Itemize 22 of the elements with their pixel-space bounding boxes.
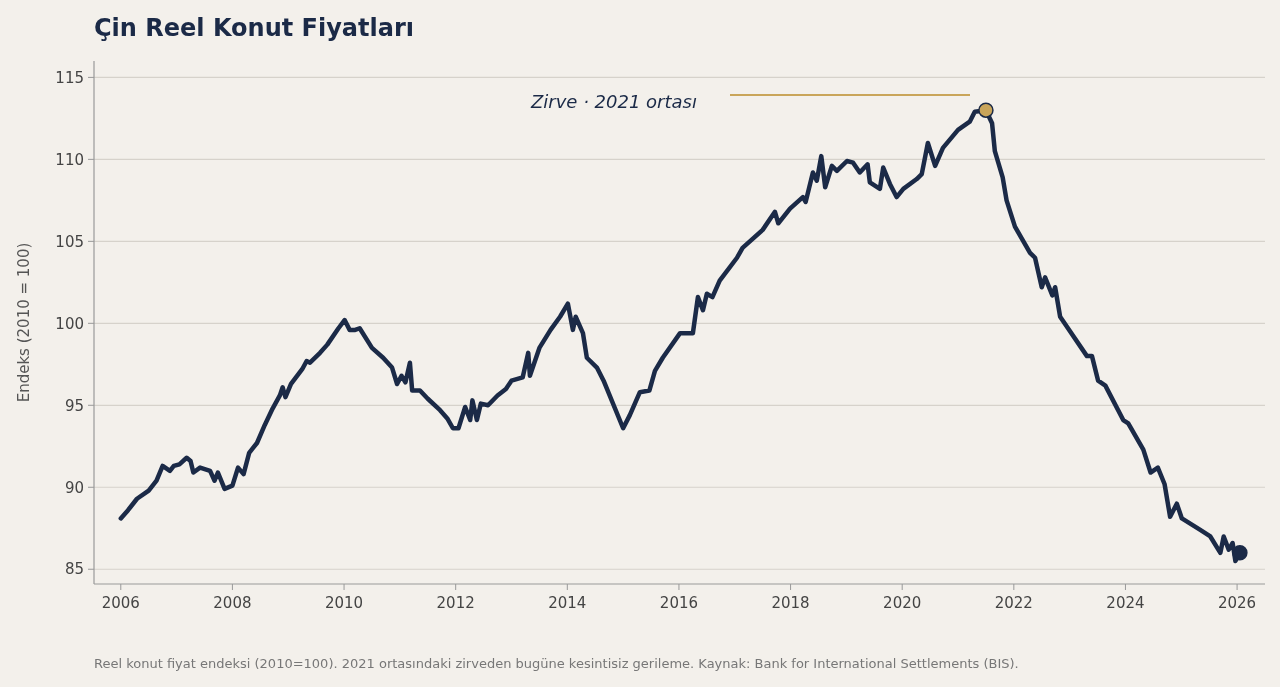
x-tick-label: 2010 bbox=[324, 594, 364, 612]
x-tick-label: 2016 bbox=[659, 594, 699, 612]
x-tick-label: 2012 bbox=[436, 594, 475, 612]
y-tick-label: 100 bbox=[55, 314, 84, 333]
x-tick-label: 2026 bbox=[1218, 594, 1257, 612]
x-tick-label: 2006 bbox=[101, 594, 140, 612]
y-tick-label: 90 bbox=[64, 478, 84, 497]
chart-title: Çin Reel Konut Fiyatları bbox=[94, 14, 414, 42]
y-tick-label: 85 bbox=[64, 560, 84, 579]
annotation: Zirve · 2021 ortası bbox=[529, 91, 697, 112]
y-tick-label: 110 bbox=[55, 150, 84, 169]
x-tick-label: 2008 bbox=[213, 594, 252, 612]
x-tick-label: 2024 bbox=[1106, 594, 1145, 612]
y-tick-label: 95 bbox=[64, 396, 84, 415]
y-tick-label: 115 bbox=[55, 68, 84, 87]
x-tick-label: 2022 bbox=[994, 594, 1033, 612]
text: Reel konut fiyat endeksi (2010=100). 2021 ortasındaki zirveden bugüne kesintisiz gerileme. Kaynak: Bank for International Settlements (BIS). bbox=[94, 656, 1019, 671]
y-axis-title: Endeks (2010 = 100) bbox=[15, 242, 33, 403]
y-tick-label: 105 bbox=[55, 232, 84, 251]
x-tick-label: 2020 bbox=[883, 594, 922, 612]
x-tick-label: 2014 bbox=[548, 594, 587, 612]
x-tick-label: 2018 bbox=[771, 594, 810, 612]
